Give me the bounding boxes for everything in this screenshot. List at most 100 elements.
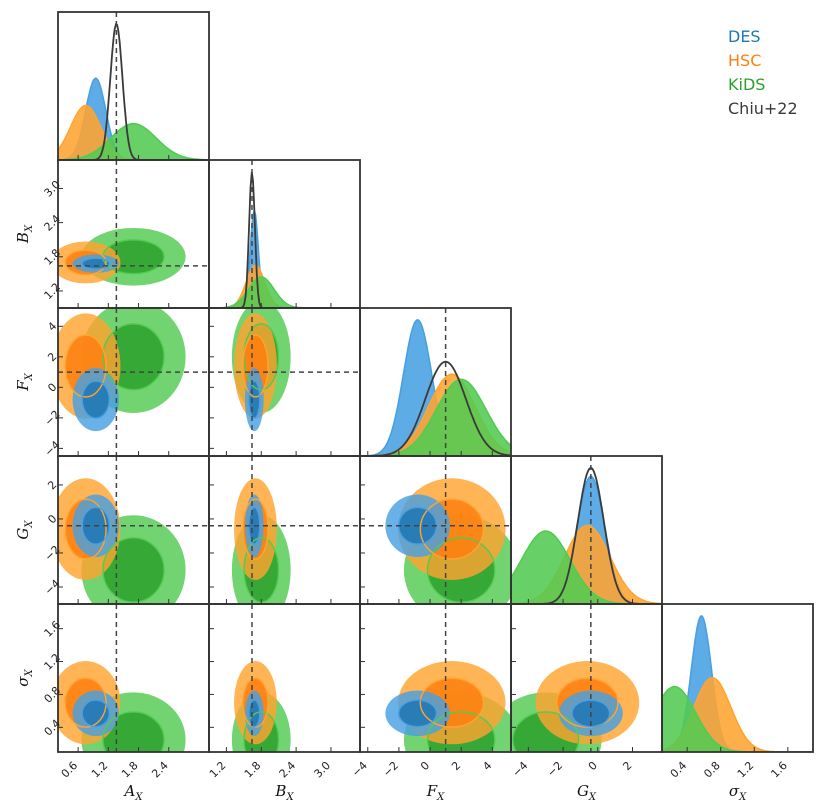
x-axis-label-1: AX	[123, 782, 144, 803]
contour-panel-4-1	[58, 456, 209, 604]
marginal-3	[360, 308, 511, 456]
x-tick-label: 1.6	[768, 759, 790, 781]
x-tick-label: 2.4	[149, 759, 171, 781]
marginal-fill-kids	[360, 379, 511, 456]
y-axis-label-3: FX	[14, 372, 35, 391]
contour-panel-5-2	[231, 604, 291, 752]
y-tick-label: 1.2	[42, 280, 64, 302]
contour-panel-3-1	[58, 308, 209, 456]
marginal-fill-kids	[511, 531, 662, 604]
contour-line-des	[81, 380, 111, 419]
y-axis-label-2: BX	[14, 224, 35, 244]
marginal-fill-kids	[209, 277, 360, 308]
contour-line-hsc	[64, 334, 107, 398]
contour-line-hsc	[242, 498, 269, 560]
x-tick-label: −4	[349, 759, 370, 780]
marginal-5	[662, 615, 813, 752]
legend-entry-chiu-22: Chiu+22	[728, 99, 798, 118]
contour-line-kids	[102, 537, 165, 603]
x-tick-label: 4	[480, 759, 494, 773]
x-tick-label: 1.2	[207, 759, 229, 781]
marginal-4	[511, 456, 662, 604]
marginal-fill-hsc	[58, 105, 209, 160]
contour-68-des	[82, 700, 110, 727]
contour-line-des	[248, 699, 261, 728]
marginal-line-des	[209, 207, 360, 308]
x-tick-label: 3.0	[312, 759, 334, 781]
contour-line-des	[397, 699, 438, 728]
y-tick-label: −2	[42, 408, 63, 429]
x-tick-label: 0	[586, 759, 600, 773]
y-tick-label: 1.2	[42, 651, 64, 673]
marginal-fill-des	[360, 319, 511, 456]
x-tick-label: 2	[449, 759, 463, 773]
marginal-fill-des	[209, 210, 360, 308]
contour-line-kids	[426, 711, 496, 752]
panel-frame	[661, 603, 814, 753]
x-tick-label: 0.6	[59, 759, 81, 781]
marginal-1	[58, 12, 209, 160]
contour-68-des	[398, 700, 437, 727]
contour-panel-2-1	[58, 160, 209, 308]
x-axis-label-5: σX	[729, 782, 747, 803]
contour-panel-5-4	[511, 604, 640, 752]
contour-line-des	[81, 257, 111, 270]
contour-68-des	[82, 381, 110, 419]
contour-line-hsc	[64, 249, 107, 276]
contour-line-kids	[243, 711, 280, 752]
x-tick-label: 2.4	[277, 759, 299, 781]
contour-line-des	[81, 699, 111, 728]
marginal-line-chiu-22	[360, 360, 511, 456]
contour-panel-3-2	[209, 308, 360, 456]
contour-line-hsc	[419, 677, 485, 728]
y-tick-label: −4	[42, 577, 63, 598]
x-tick-label: 0.4	[668, 759, 690, 781]
x-tick-label: 2	[620, 759, 634, 773]
marginal-line-kids	[58, 122, 209, 160]
x-tick-label: 1.8	[119, 759, 141, 781]
contour-68-kids	[102, 537, 165, 603]
panel-frame	[208, 159, 361, 309]
x-axis-label-4: GX	[577, 782, 597, 803]
y-tick-label: 2.4	[42, 212, 64, 234]
contour-68-kids	[102, 711, 165, 752]
x-tick-label: 0	[418, 759, 432, 773]
legend-entry-hsc: HSC	[728, 51, 761, 70]
legend: DES HSC KiDS Chiu+22	[728, 27, 798, 118]
x-tick-label: 1.8	[242, 759, 264, 781]
contour-line-kids	[102, 323, 165, 391]
contour-line-hsc	[64, 498, 107, 560]
legend-entry-des: DES	[728, 27, 761, 46]
marginal-line-chiu-22	[58, 22, 209, 160]
contour-line-kids	[512, 711, 580, 752]
contour-line-kids	[102, 711, 165, 752]
x-axis-label-2: BX	[274, 782, 294, 803]
legend-entry-kids: KiDS	[728, 75, 765, 94]
marginal-fill-kids	[662, 686, 813, 752]
marginal-line-chiu-22	[209, 171, 360, 308]
contour-line-des	[81, 506, 111, 545]
x-tick-label: 1.2	[735, 759, 757, 781]
x-tick-label: −4	[510, 759, 531, 780]
y-tick-label: 3.0	[42, 178, 64, 200]
contour-panel-4-2	[209, 456, 360, 604]
contour-panel-4-3	[360, 456, 511, 604]
x-tick-label: 1.2	[89, 759, 111, 781]
contour-line-hsc	[242, 334, 269, 398]
y-tick-label: 1.6	[42, 618, 64, 640]
contour-panel-5-3	[385, 604, 511, 752]
x-axis-label-3: FX	[426, 782, 445, 803]
contour-line-des	[571, 699, 611, 728]
x-tick-label: −2	[545, 759, 566, 780]
contour-panel-5-1	[58, 604, 186, 752]
x-tick-label: −2	[380, 759, 401, 780]
contour-line-hsc	[64, 677, 107, 728]
y-axis-label-5: σX	[14, 668, 35, 686]
marginal-line-kids	[209, 276, 360, 308]
y-axis-label-4: GX	[14, 520, 35, 540]
x-tick-label: 0.8	[701, 759, 723, 781]
contour-line-hsc	[419, 498, 485, 560]
contour-line-des	[248, 380, 261, 419]
